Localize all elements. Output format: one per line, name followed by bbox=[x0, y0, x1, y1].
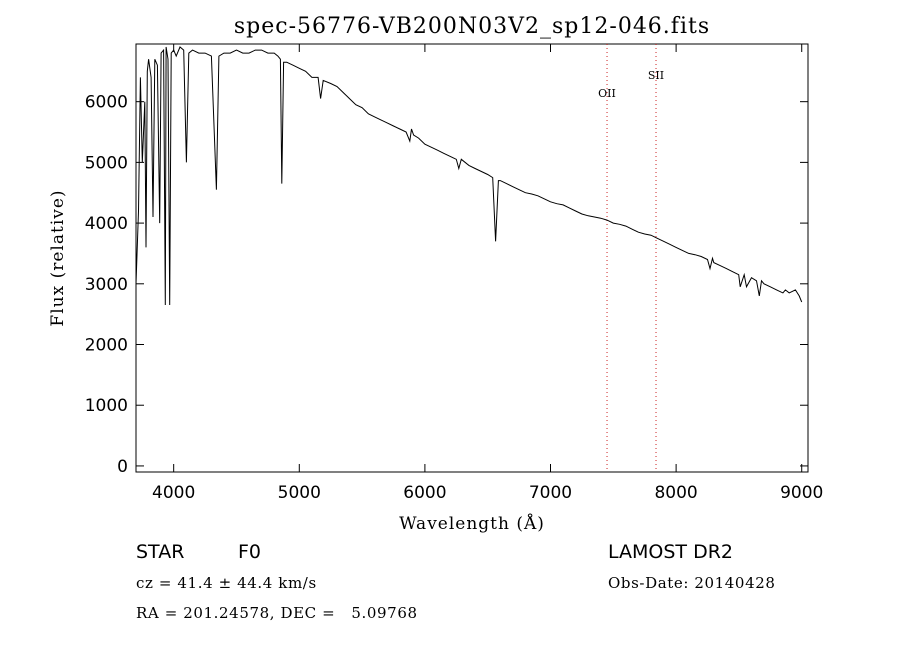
observation-date: Obs-Date: 20140428 bbox=[608, 574, 776, 592]
x-tick-label: 8000 bbox=[654, 483, 697, 503]
coordinates: RA = 201.24578, DEC = 5.09768 bbox=[136, 604, 418, 622]
survey-name: LAMOST DR2 bbox=[608, 541, 733, 563]
spectral-subclass: F0 bbox=[238, 541, 262, 563]
y-axis-label: Flux (relative) bbox=[48, 189, 68, 326]
object-type: STAR bbox=[136, 541, 185, 563]
marker-label-oii: OII bbox=[598, 87, 616, 100]
y-tick-label: 4000 bbox=[85, 214, 128, 234]
x-tick-label: 6000 bbox=[403, 483, 446, 503]
y-tick-label: 3000 bbox=[85, 275, 128, 295]
y-tick-label: 2000 bbox=[85, 336, 128, 356]
spectrum-line bbox=[135, 46, 803, 306]
y-tick-label: 6000 bbox=[85, 93, 128, 113]
chart-title: spec-56776-VB200N03V2_sp12-046.fits bbox=[234, 14, 710, 39]
x-tick-label: 7000 bbox=[529, 483, 572, 503]
emission-line-markers: OII SII bbox=[598, 44, 664, 472]
plot-area bbox=[135, 43, 809, 473]
x-tick-label: 4000 bbox=[152, 483, 195, 503]
x-tick-label: 9000 bbox=[780, 483, 823, 503]
axes-frame bbox=[135, 43, 809, 473]
x-tick-label: 5000 bbox=[278, 483, 321, 503]
marker-label-sii: SII bbox=[648, 69, 664, 82]
axis-ticks: 4000 5000 6000 7000 8000 9000 0 1000 2000 3000 400… bbox=[85, 44, 823, 503]
y-tick-label: 0 bbox=[117, 457, 128, 477]
y-tick-label: 1000 bbox=[85, 396, 128, 416]
y-tick-label: 5000 bbox=[85, 153, 128, 173]
redshift-velocity: cz = 41.4 ± 44.4 km/s bbox=[136, 574, 317, 592]
x-axis-label: Wavelength (Å) bbox=[399, 513, 545, 534]
